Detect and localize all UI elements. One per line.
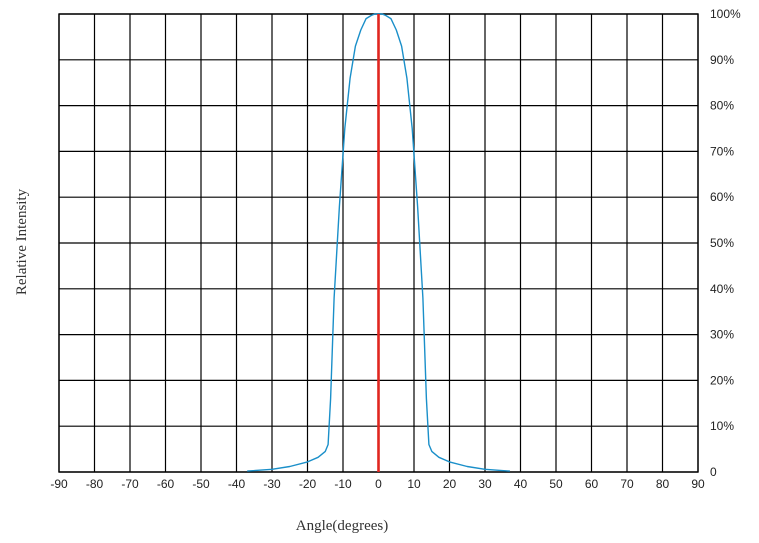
y-tick-label: 10%	[710, 419, 734, 433]
x-tick-label: 40	[514, 477, 528, 491]
x-tick-label: -10	[334, 477, 352, 491]
y-tick-label: 80%	[710, 99, 734, 113]
x-tick-label: 50	[549, 477, 563, 491]
y-tick-label: 70%	[710, 144, 734, 158]
y-tick-label: 20%	[710, 373, 734, 387]
x-tick-label: 60	[585, 477, 599, 491]
x-tick-label: 70	[620, 477, 634, 491]
x-tick-label: 0	[375, 477, 382, 491]
y-tick-label: 100%	[710, 7, 741, 21]
y-tick-label: 0	[710, 465, 717, 479]
x-axis-label: Angle(degrees)	[296, 518, 388, 534]
x-tick-label: -70	[121, 477, 139, 491]
x-tick-label: -40	[228, 477, 246, 491]
x-tick-label: 80	[656, 477, 670, 491]
y-tick-label: 90%	[710, 53, 734, 67]
x-axis-ticks: -90 -80 -70 -60 -50 -40 -30 -20 -10 0 10 20 30 40 50 60…	[50, 477, 705, 491]
x-tick-label: -90	[50, 477, 68, 491]
y-axis-ticks: 0 10% 20% 30% 40% 50% 60% 70% 80% 90% 100%	[710, 7, 741, 479]
x-tick-label: 20	[443, 477, 457, 491]
x-tick-label: -80	[86, 477, 104, 491]
x-tick-label: 10	[407, 477, 421, 491]
y-tick-label: 40%	[710, 282, 734, 296]
x-tick-label: -50	[192, 477, 210, 491]
x-tick-label: -30	[263, 477, 281, 491]
x-tick-label: 30	[478, 477, 492, 491]
y-axis-label: Relative Intensity	[14, 188, 30, 295]
x-tick-label: -20	[299, 477, 317, 491]
x-tick-label: 90	[691, 477, 705, 491]
y-tick-label: 60%	[710, 190, 734, 204]
x-tick-label: -60	[157, 477, 175, 491]
y-tick-label: 30%	[710, 328, 734, 342]
y-tick-label: 50%	[710, 236, 734, 250]
